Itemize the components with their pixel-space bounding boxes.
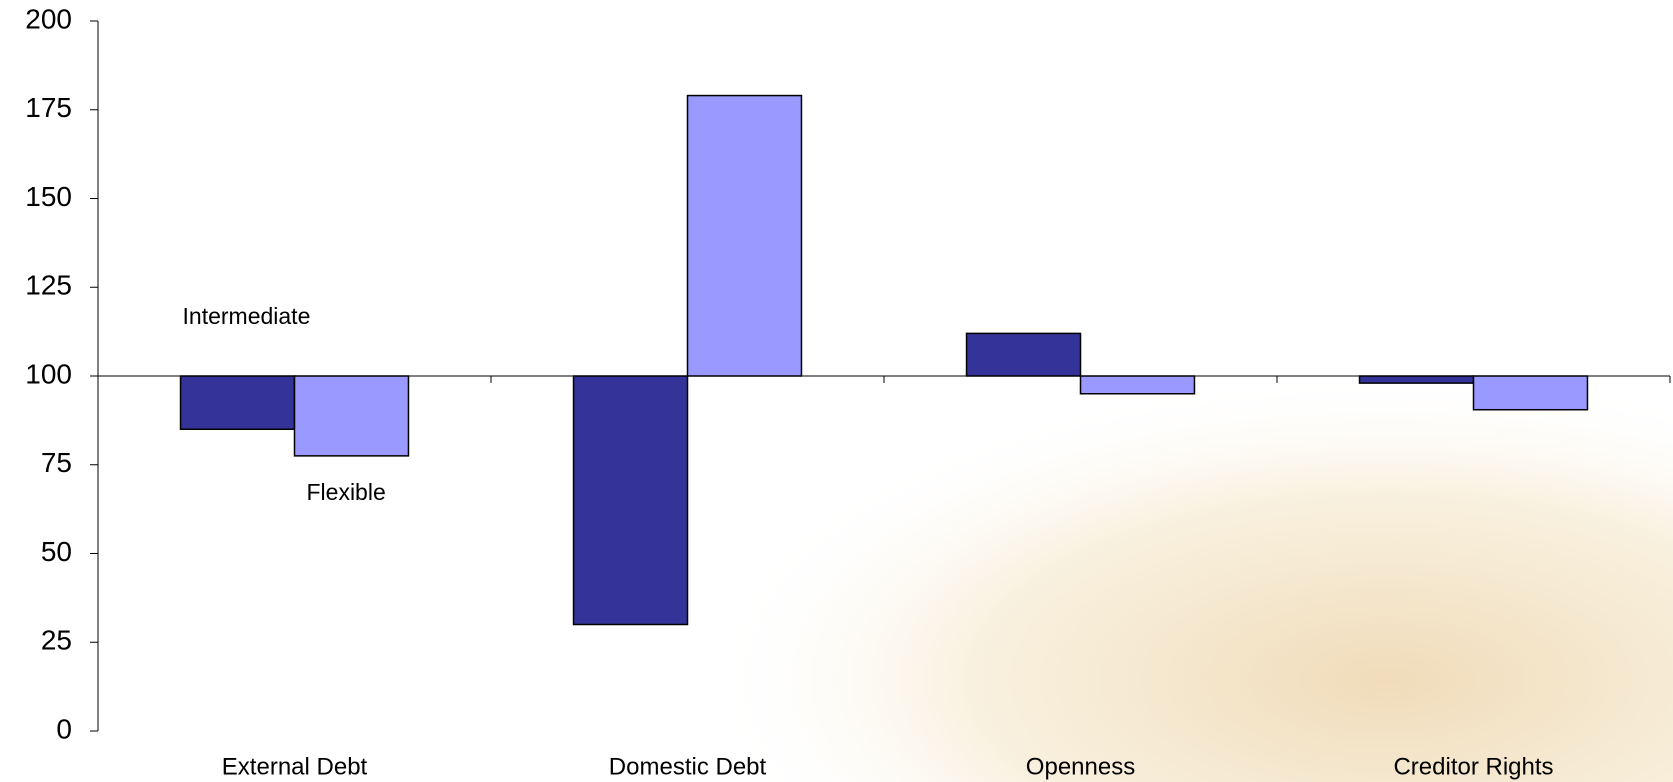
bar bbox=[1358, 375, 1475, 384]
y-tick-label: 0 bbox=[56, 713, 72, 744]
y-tick-label: 100 bbox=[25, 358, 72, 389]
y-tick-label: 125 bbox=[25, 270, 72, 301]
y-tick-label: 25 bbox=[41, 625, 72, 656]
y-tick-label: 50 bbox=[41, 536, 72, 567]
series-label: Intermediate bbox=[183, 303, 311, 329]
x-tick-label: External Debt bbox=[222, 753, 368, 780]
bar bbox=[1472, 375, 1589, 411]
bar bbox=[572, 375, 689, 626]
y-tick-label: 150 bbox=[25, 181, 72, 212]
bar bbox=[686, 94, 803, 377]
y-tick-label: 200 bbox=[25, 3, 72, 34]
y-tick-label: 175 bbox=[25, 92, 72, 123]
plot: 0 25 50 75 100 125 150 175 200 External Debt Domes… bbox=[25, 3, 1671, 780]
bar bbox=[1079, 375, 1196, 395]
bar bbox=[179, 375, 296, 430]
x-tick-label: Domestic Debt bbox=[609, 753, 767, 780]
series-label: Flexible bbox=[307, 479, 386, 505]
bar bbox=[293, 375, 410, 457]
x-tick-label: Openness bbox=[1026, 753, 1135, 780]
y-tick-label: 75 bbox=[41, 447, 72, 478]
x-tick-label: Creditor Rights bbox=[1393, 753, 1553, 780]
bar bbox=[965, 332, 1082, 377]
